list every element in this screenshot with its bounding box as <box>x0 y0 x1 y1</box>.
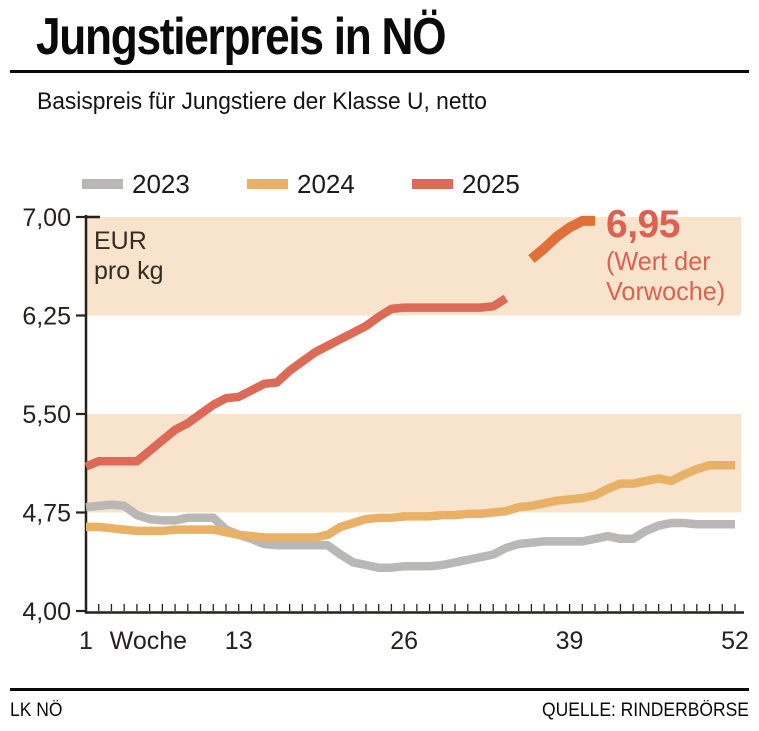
page-title: Jungstierpreis in NÖ <box>36 8 447 66</box>
legend-item-2024: 2024 <box>247 170 355 198</box>
latest-value: 6,95 <box>606 203 680 246</box>
footer-divider <box>10 688 749 691</box>
price-band <box>86 414 741 513</box>
legend-item-2025: 2025 <box>412 170 520 198</box>
y-axis-tick-label: 4,00 <box>22 598 71 626</box>
latest-value-annotation: 6,95 (Wert der Vorwoche) <box>606 203 756 307</box>
series-line-2025 <box>84 294 509 471</box>
legend-label-2025: 2025 <box>462 169 520 199</box>
legend-swatch-2023 <box>82 179 123 189</box>
footer-credit: LK NÖ <box>10 700 63 721</box>
x-axis-tick-label: 13 <box>225 627 253 655</box>
y-axis-tick-label: 5,50 <box>22 401 71 429</box>
price-band <box>86 217 741 316</box>
y-axis-tick-label: 4,75 <box>22 500 71 528</box>
footer-source: QUELLE: RINDERBÖRSE <box>542 700 749 721</box>
series-line-2024 <box>86 460 735 542</box>
title-divider <box>10 70 749 73</box>
x-axis-tick-label: 39 <box>556 627 584 655</box>
legend-label-2024: 2024 <box>297 169 355 199</box>
legend-item-2023: 2023 <box>82 170 190 198</box>
x-axis-title: Woche <box>110 627 187 655</box>
legend-label-2023: 2023 <box>132 169 190 199</box>
series-line-2025-aktuell <box>528 215 595 263</box>
legend-swatch-2025 <box>412 179 453 189</box>
x-axis-tick-label: 52 <box>721 627 749 655</box>
x-axis-tick-label: 26 <box>390 627 418 655</box>
latest-value-note-line2: Vorwoche) <box>606 276 726 306</box>
price-chart: 7,00 6,25 5,50 4,75 4,00 1 Woche 13 26 39 52 EURpro… <box>22 204 749 655</box>
y-axis-tick-label: 7,00 <box>22 204 71 232</box>
series-line-2023 <box>85 500 735 572</box>
legend-swatch-2024 <box>247 179 288 189</box>
y-axis-tick-label: 6,25 <box>22 303 71 331</box>
chart-subtitle: Basispreis für Jungstiere der Klasse U, … <box>37 88 487 115</box>
x-axis-tick-label: 1 <box>79 627 93 655</box>
latest-value-note-line1: (Wert der <box>606 246 711 276</box>
unit-label: EUR <box>94 227 147 255</box>
unit-label: pro kg <box>94 257 163 285</box>
